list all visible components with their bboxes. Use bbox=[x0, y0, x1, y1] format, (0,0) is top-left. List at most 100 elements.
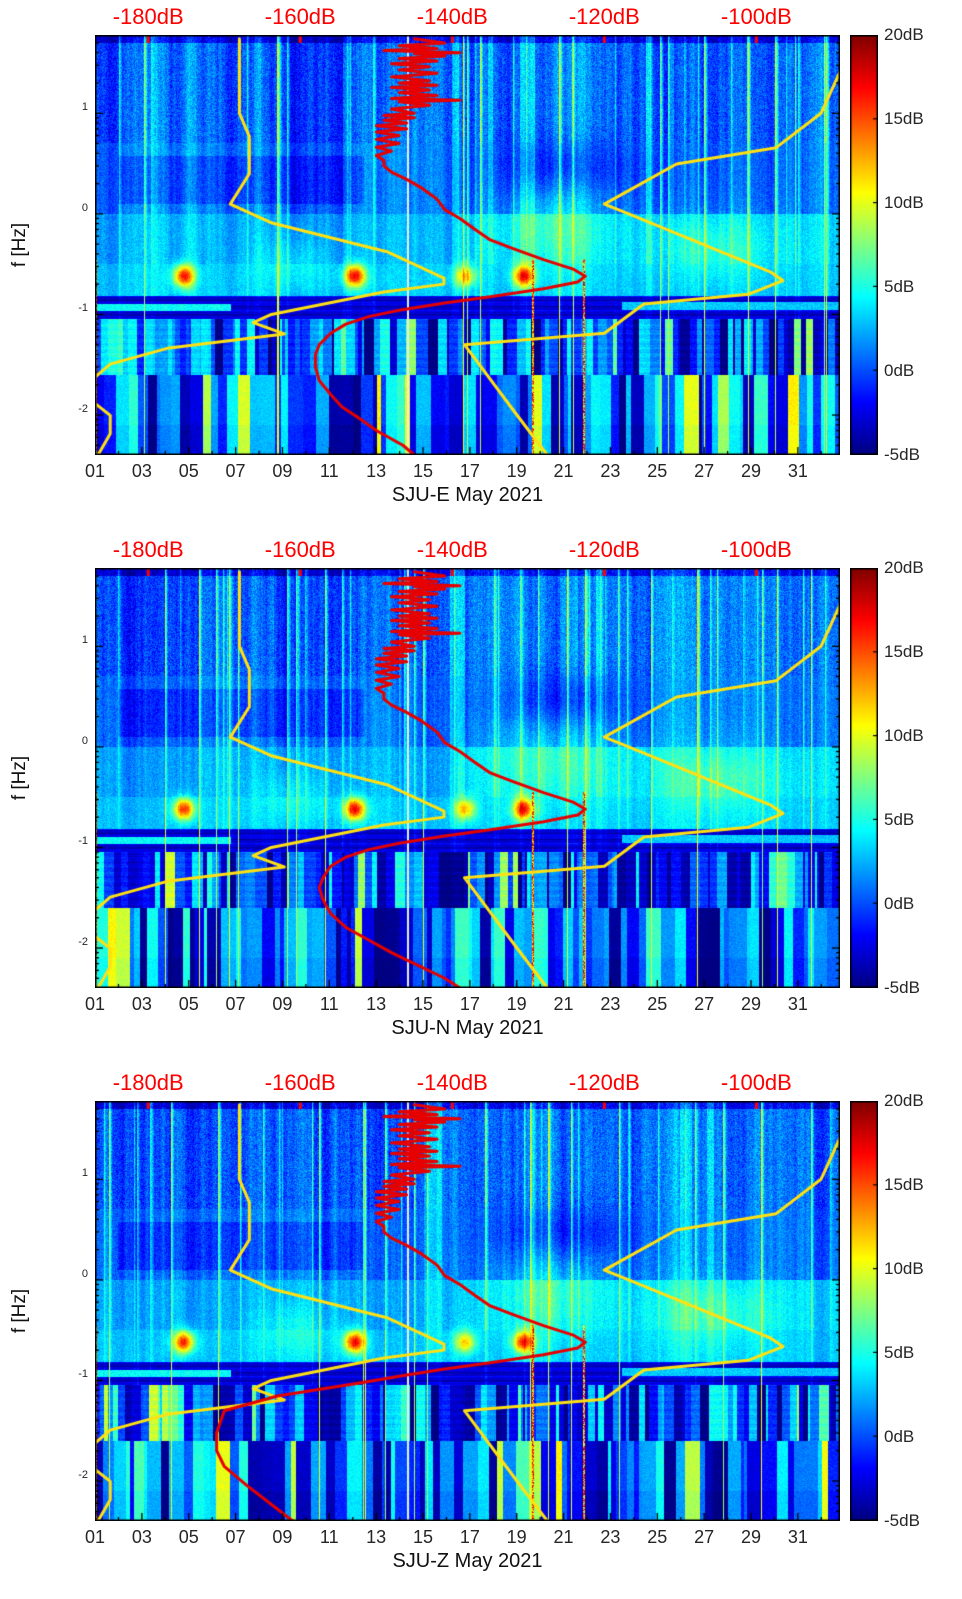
y-tick-exponent: -2 bbox=[78, 935, 88, 948]
x-tick-label: 25 bbox=[647, 1527, 668, 1547]
x-tick-label: 01 bbox=[84, 994, 106, 1014]
top-axis-tick-label: -160dB bbox=[264, 537, 336, 562]
x-tick-label: 05 bbox=[178, 461, 199, 481]
x-tick-label: 13 bbox=[366, 1527, 387, 1547]
x-tick-label: 21 bbox=[553, 1527, 574, 1547]
top-axis-tick-label: -100dB bbox=[720, 4, 792, 29]
y-tick-exponent: 1 bbox=[81, 1167, 88, 1180]
colorbar-tick-label: -5dB bbox=[884, 1511, 920, 1530]
colorbar-tick-label: 10dB bbox=[884, 1259, 924, 1278]
x-tick-label: 05 bbox=[178, 1527, 199, 1547]
colorbar-tick-label: 15dB bbox=[884, 642, 924, 661]
top-axis-tick-label: -120dB bbox=[568, 537, 640, 562]
colorbar-tick-label: 5dB bbox=[884, 810, 915, 829]
axis-title: SJU-N May 2021 bbox=[391, 1017, 544, 1039]
x-tick-label: 23 bbox=[600, 461, 621, 481]
x-tick-label: 15 bbox=[412, 1527, 433, 1547]
colorbar-tick-label: 0dB bbox=[884, 894, 915, 913]
y-tick-exponent: -1 bbox=[78, 835, 88, 848]
x-tick-label: 29 bbox=[740, 461, 761, 481]
spectrogram-plot bbox=[95, 568, 840, 988]
x-tick-label: 29 bbox=[740, 1527, 761, 1547]
x-tick-label: 27 bbox=[694, 994, 715, 1014]
colorbar bbox=[850, 568, 878, 988]
x-tick-label: 31 bbox=[787, 1527, 808, 1547]
y-tick-label: 101 bbox=[34, 1167, 136, 1188]
colorbar bbox=[850, 35, 878, 455]
x-tick-label: 15 bbox=[412, 461, 433, 481]
top-axis-tick-label: -180dB bbox=[112, 537, 184, 562]
x-tick-label: 11 bbox=[319, 994, 339, 1014]
x-tick-label: 03 bbox=[131, 994, 152, 1014]
x-tick-label: 19 bbox=[506, 994, 527, 1014]
y-tick-exponent: -1 bbox=[78, 1368, 88, 1381]
top-axis-tick-label: -180dB bbox=[112, 1070, 184, 1095]
x-tick-label: 09 bbox=[272, 994, 293, 1014]
y-axis-label: f [Hz] bbox=[9, 1288, 30, 1334]
y-tick-label: 10-2 bbox=[34, 403, 132, 424]
top-axis-tick-label: -160dB bbox=[264, 4, 336, 29]
colorbar-tick-label: 15dB bbox=[884, 1175, 924, 1194]
x-tick-label: 09 bbox=[272, 1527, 293, 1547]
y-tick-label: 10-2 bbox=[34, 935, 132, 957]
x-tick-label: 07 bbox=[225, 461, 246, 481]
axis-title: SJU-E May 2021 bbox=[391, 484, 544, 506]
x-tick-label: 31 bbox=[787, 994, 808, 1014]
x-tick-label: 27 bbox=[694, 1527, 715, 1547]
y-tick-label: 10-2 bbox=[34, 1468, 132, 1490]
colorbar bbox=[850, 1101, 878, 1521]
axis-title: SJU-Z May 2021 bbox=[392, 1550, 543, 1572]
x-tick-label: 27 bbox=[694, 461, 715, 481]
colorbar-tick-label: 5dB bbox=[884, 277, 915, 296]
colorbar-tick-label: 20dB bbox=[884, 25, 924, 44]
colorbar-tick-label: 0dB bbox=[884, 1427, 915, 1446]
colorbar-tick-label: -5dB bbox=[884, 445, 920, 464]
x-tick-label: 01 bbox=[84, 461, 106, 481]
x-tick-label: 15 bbox=[412, 994, 433, 1014]
x-tick-label: 25 bbox=[647, 461, 668, 481]
x-tick-label: 29 bbox=[740, 994, 761, 1014]
x-tick-label: 13 bbox=[366, 994, 387, 1014]
colorbar-tick-label: 0dB bbox=[884, 361, 915, 380]
top-axis-tick-label: -180dB bbox=[112, 4, 184, 29]
x-tick-label: 31 bbox=[787, 461, 808, 481]
y-tick-exponent: -1 bbox=[78, 302, 88, 315]
y-tick-exponent: 1 bbox=[81, 101, 88, 114]
y-tick-exponent: -2 bbox=[78, 1468, 88, 1481]
x-tick-label: 17 bbox=[459, 994, 480, 1014]
x-tick-label: 03 bbox=[131, 1527, 152, 1547]
colorbar-tick-label: 10dB bbox=[884, 193, 924, 212]
x-tick-label: 21 bbox=[553, 994, 574, 1014]
y-tick-label: 10-1 bbox=[34, 835, 132, 856]
spectrogram-plot bbox=[95, 1101, 840, 1521]
y-tick-exponent: 1 bbox=[81, 634, 88, 647]
top-axis-tick-label: -140dB bbox=[416, 4, 488, 29]
y-tick-label: 100 bbox=[34, 202, 136, 223]
x-tick-label: 21 bbox=[553, 461, 574, 481]
colorbar-tick-label: -5dB bbox=[884, 978, 920, 997]
x-tick-label: 07 bbox=[225, 1527, 246, 1547]
x-tick-label: 23 bbox=[600, 1527, 621, 1547]
y-tick-label: 101 bbox=[34, 634, 136, 655]
x-tick-label: 13 bbox=[366, 461, 387, 481]
y-tick-label: 10-1 bbox=[34, 302, 132, 323]
colorbar-tick-label: 20dB bbox=[884, 1091, 924, 1110]
top-axis-tick-label: -160dB bbox=[264, 1070, 336, 1095]
x-tick-label: 17 bbox=[459, 1527, 480, 1547]
top-axis-tick-label: -100dB bbox=[720, 537, 792, 562]
x-tick-label: 07 bbox=[225, 994, 246, 1014]
x-tick-label: 01 bbox=[84, 1527, 106, 1547]
y-tick-label: 100 bbox=[34, 735, 136, 756]
x-tick-label: 19 bbox=[506, 1527, 527, 1547]
x-tick-label: 11 bbox=[319, 1527, 339, 1547]
top-axis-tick-label: -140dB bbox=[416, 1070, 488, 1095]
x-tick-label: 09 bbox=[272, 461, 293, 481]
x-tick-label: 11 bbox=[319, 461, 339, 481]
colorbar-tick-label: 5dB bbox=[884, 1343, 915, 1362]
x-tick-label: 05 bbox=[178, 994, 199, 1014]
x-tick-label: 17 bbox=[459, 461, 480, 481]
